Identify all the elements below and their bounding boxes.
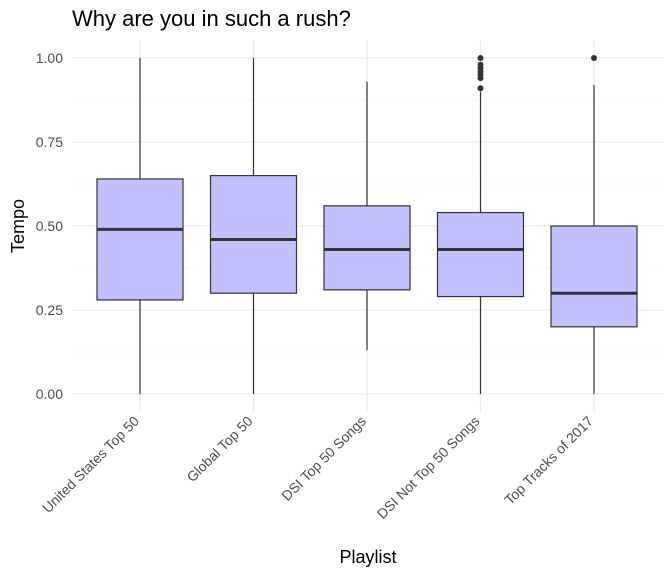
outlier-point [477,61,484,68]
x-tick-label: Global Top 50 [183,413,255,485]
x-tick-label: DSI Top 50 Songs [278,413,369,504]
x-tick-labels: United States Top 50 Global Top 50 DSI Top… [39,413,596,522]
y-axis-title: Tempo [8,199,28,253]
iqr-box [96,178,184,301]
boxes [96,55,638,394]
x-tick-label: DSI Not Top 50 Songs [374,413,483,522]
y-tick-label: 0.00 [36,386,63,402]
y-tick-label: 0.25 [36,302,63,318]
chart-title: Why are you in such a rush? [72,6,351,31]
box-group [323,81,411,351]
x-tick-label: United States Top 50 [39,413,142,516]
x-axis-title: Playlist [339,547,396,567]
y-tick-label: 0.50 [36,218,63,234]
outlier-point [591,55,597,61]
box-group [96,58,184,394]
y-tick-label: 1.00 [36,50,63,66]
box-group [436,55,525,394]
y-tick-labels: 0.00 0.25 0.50 0.75 1.00 [36,50,63,402]
outlier-point [477,85,484,92]
box-group [209,58,298,394]
iqr-box [550,225,638,328]
x-tick-label: Top Tracks of 2017 [501,413,596,508]
iqr-box [323,205,411,291]
y-tick-label: 0.75 [36,134,63,150]
outlier-point [477,55,484,61]
box-group [550,55,638,394]
iqr-box [209,175,298,294]
iqr-box [436,211,525,298]
